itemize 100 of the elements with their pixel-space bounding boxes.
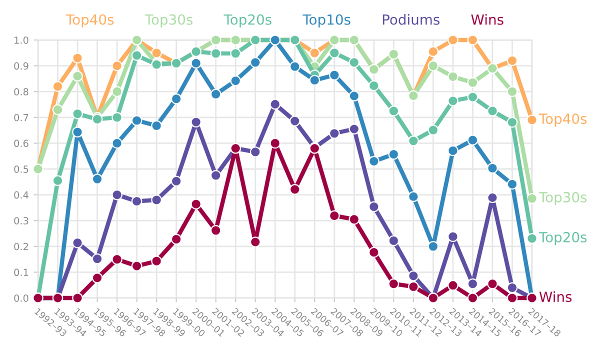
series-label: Top20s: [538, 232, 587, 246]
point: [408, 191, 419, 202]
y-tick-label: 0.4: [14, 191, 28, 199]
point: [506, 86, 518, 98]
point: [408, 270, 419, 282]
point: [467, 292, 478, 304]
point: [487, 106, 498, 116]
point: [131, 260, 142, 272]
point: [52, 81, 64, 92]
point: [428, 240, 439, 252]
point: [448, 34, 458, 46]
point: [388, 235, 400, 246]
point: [190, 116, 202, 128]
point: [506, 282, 518, 294]
point: [487, 192, 498, 204]
y-tick-label: 0.7: [14, 114, 28, 122]
point: [348, 124, 360, 134]
point: [328, 210, 340, 222]
point: [52, 104, 64, 116]
point: [72, 292, 83, 304]
point: [309, 47, 320, 58]
point: [348, 214, 360, 225]
point: [112, 112, 122, 123]
point: [112, 254, 122, 265]
point: [448, 280, 458, 291]
text: Top20s: [224, 14, 272, 28]
y-tick-label: 1.0: [14, 36, 28, 44]
point: [506, 178, 518, 190]
point: [526, 192, 538, 204]
point: [428, 46, 439, 58]
point: [170, 93, 182, 104]
point: [52, 175, 64, 186]
point: [250, 236, 261, 248]
y-tick-label: 0.5: [14, 165, 28, 173]
point: [467, 92, 478, 102]
text: Top40s: [66, 14, 114, 28]
point: [289, 116, 300, 126]
y-tick-label: 0.3: [14, 217, 28, 224]
point: [170, 234, 182, 245]
point: [112, 189, 122, 200]
point: [487, 162, 498, 174]
point: [210, 88, 222, 100]
point: [487, 278, 498, 290]
point: [467, 34, 478, 46]
point: [72, 52, 83, 64]
point: [467, 134, 478, 146]
point: [72, 237, 83, 248]
point: [448, 231, 458, 242]
point: [112, 138, 122, 149]
point: [368, 246, 380, 258]
point: [250, 57, 261, 68]
point: [348, 90, 360, 102]
series-label: Wins: [539, 291, 572, 302]
text: Top30s: [144, 14, 193, 28]
point: [210, 224, 222, 236]
point: [190, 198, 202, 210]
point: [388, 278, 400, 290]
point: [428, 124, 439, 136]
point: [506, 292, 518, 304]
point: [368, 80, 380, 92]
point: [289, 61, 300, 72]
point: [131, 50, 142, 61]
text: Podiums: [382, 14, 440, 25]
point: [230, 48, 242, 59]
point: [348, 57, 360, 68]
series-label: Top10s: [302, 14, 350, 28]
point: [428, 60, 439, 72]
series-label: Top40s: [538, 114, 587, 127]
point: [368, 156, 380, 167]
point: [230, 75, 242, 86]
point: [112, 86, 122, 98]
point: [72, 70, 83, 82]
point: [506, 55, 518, 66]
point: [131, 196, 142, 207]
point: [526, 114, 538, 126]
point: [448, 95, 458, 106]
point: [328, 128, 340, 139]
point: [270, 138, 281, 149]
point: [328, 70, 340, 81]
point: [131, 115, 142, 126]
point: [92, 253, 103, 264]
text: Wins: [471, 14, 504, 25]
point: [506, 116, 518, 128]
y-tick-label: 0.2: [14, 242, 28, 250]
point: [250, 146, 261, 158]
point: [448, 145, 458, 156]
point: [368, 201, 380, 212]
y-tick-label: 0.1: [14, 268, 28, 276]
point: [72, 108, 83, 120]
point: [309, 74, 320, 86]
point: [467, 278, 478, 290]
point: [190, 58, 202, 69]
point: [526, 232, 538, 244]
point: [151, 120, 162, 132]
point: [270, 98, 281, 110]
point: [151, 256, 162, 267]
y-tick-label: 0.9: [14, 62, 28, 70]
point: [112, 60, 122, 72]
point: [448, 71, 458, 82]
point: [170, 176, 182, 187]
